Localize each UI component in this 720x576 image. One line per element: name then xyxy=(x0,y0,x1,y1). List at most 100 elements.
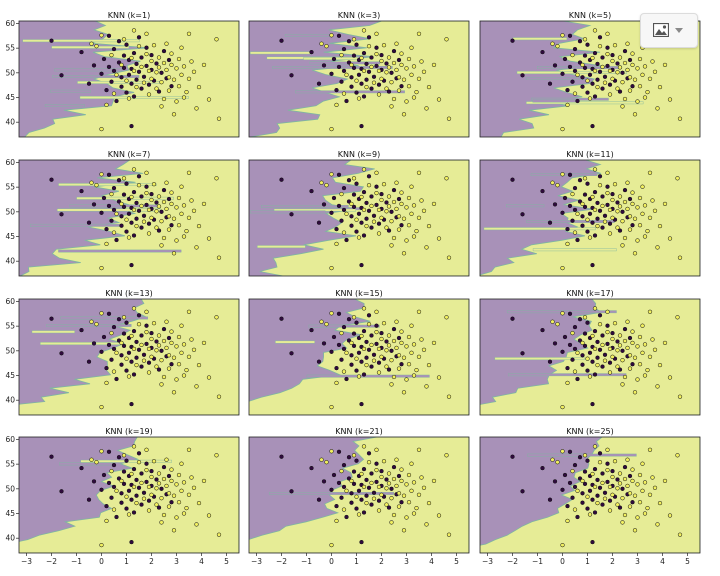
point-class1 xyxy=(396,75,402,80)
point-class1 xyxy=(575,350,580,355)
point-class1 xyxy=(381,182,387,187)
point-class1 xyxy=(376,346,382,352)
point-class1 xyxy=(610,474,615,480)
point-class0 xyxy=(595,339,600,345)
point-class0 xyxy=(366,69,372,74)
x-tick-label: −3 xyxy=(21,557,32,566)
point-class1 xyxy=(159,80,164,85)
point-class1 xyxy=(396,214,402,219)
point-class0 xyxy=(560,210,565,215)
point-class1 xyxy=(201,340,207,346)
point-class0 xyxy=(361,510,367,515)
point-class1 xyxy=(146,346,152,352)
point-class1 xyxy=(179,323,184,328)
point-class1 xyxy=(421,69,427,74)
point-class0 xyxy=(349,491,354,496)
point-class1 xyxy=(615,486,620,491)
point-class1 xyxy=(171,112,177,117)
point-class1 xyxy=(414,89,419,95)
point-class1 xyxy=(409,45,414,50)
point-class0 xyxy=(386,505,392,510)
point-class0 xyxy=(595,355,600,360)
point-class1 xyxy=(216,394,222,399)
point-class1 xyxy=(630,201,635,207)
point-class1 xyxy=(151,459,157,464)
point-class0 xyxy=(369,225,374,230)
point-class1 xyxy=(677,532,683,537)
point-class0 xyxy=(572,346,578,352)
boundary-streak xyxy=(261,205,349,208)
panel-k-1: KNN (k=1) 40 45 50 55 60 xyxy=(5,11,240,138)
point-class0 xyxy=(391,187,397,193)
point-class1 xyxy=(399,190,404,195)
boundary-streak xyxy=(58,249,182,253)
point-class1 xyxy=(391,512,397,518)
point-class1 xyxy=(550,457,555,462)
point-class0 xyxy=(121,204,127,210)
point-class0 xyxy=(587,350,593,355)
point-class1 xyxy=(414,228,419,234)
point-class0 xyxy=(374,45,379,50)
point-class1 xyxy=(605,467,610,473)
point-class0 xyxy=(510,38,515,43)
image-toolbar[interactable] xyxy=(640,13,698,48)
point-class1 xyxy=(642,373,648,378)
chevron-down-icon[interactable] xyxy=(675,28,683,33)
point-class0 xyxy=(336,480,342,486)
point-class1 xyxy=(109,468,114,474)
point-class1 xyxy=(605,51,610,57)
point-class0 xyxy=(582,481,588,487)
boundary-streak xyxy=(527,453,637,457)
point-class1 xyxy=(169,201,174,207)
y-tick-label: 45 xyxy=(5,509,15,518)
panel-title: KNN (k=9) xyxy=(338,150,380,159)
point-class1 xyxy=(329,33,334,38)
point-class0 xyxy=(351,343,357,349)
point-class0 xyxy=(131,328,137,334)
y-tick-label: 40 xyxy=(5,534,15,543)
point-class0 xyxy=(366,208,372,213)
point-class0 xyxy=(585,181,590,186)
image-icon[interactable] xyxy=(653,23,669,37)
point-class1 xyxy=(647,354,653,359)
y-tick-label: 50 xyxy=(5,68,15,77)
point-class1 xyxy=(406,84,412,89)
point-class1 xyxy=(647,492,653,497)
point-class1 xyxy=(126,512,132,517)
point-class0 xyxy=(364,200,369,206)
point-class1 xyxy=(94,322,99,327)
point-class0 xyxy=(101,195,107,201)
point-class1 xyxy=(146,207,152,213)
point-class1 xyxy=(329,542,334,548)
panel-title: KNN (k=11) xyxy=(566,150,614,159)
point-class1 xyxy=(176,362,182,367)
point-class0 xyxy=(552,479,558,484)
point-class1 xyxy=(166,366,172,371)
point-class1 xyxy=(602,80,608,85)
point-class1 xyxy=(366,460,372,465)
point-class0 xyxy=(91,63,97,68)
point-class0 xyxy=(134,339,139,345)
point-class1 xyxy=(630,62,635,68)
point-class1 xyxy=(642,342,648,347)
point-class0 xyxy=(159,486,164,491)
point-class0 xyxy=(86,81,92,86)
point-class1 xyxy=(431,340,437,346)
point-class1 xyxy=(334,102,339,108)
y-tick-label: 55 xyxy=(5,44,15,53)
point-class0 xyxy=(136,174,142,179)
point-class0 xyxy=(126,211,132,216)
point-class1 xyxy=(149,354,154,359)
point-class0 xyxy=(139,364,144,369)
class1-region xyxy=(250,21,469,137)
point-class0 xyxy=(124,229,129,234)
point-class0 xyxy=(139,225,144,230)
point-class1 xyxy=(189,59,194,64)
point-class0 xyxy=(577,317,583,322)
point-class0 xyxy=(371,490,377,495)
point-class1 xyxy=(414,367,419,373)
point-class1 xyxy=(580,62,585,68)
x-tick-label: 5 xyxy=(454,557,459,566)
point-class1 xyxy=(341,369,347,374)
point-class1 xyxy=(426,223,432,229)
